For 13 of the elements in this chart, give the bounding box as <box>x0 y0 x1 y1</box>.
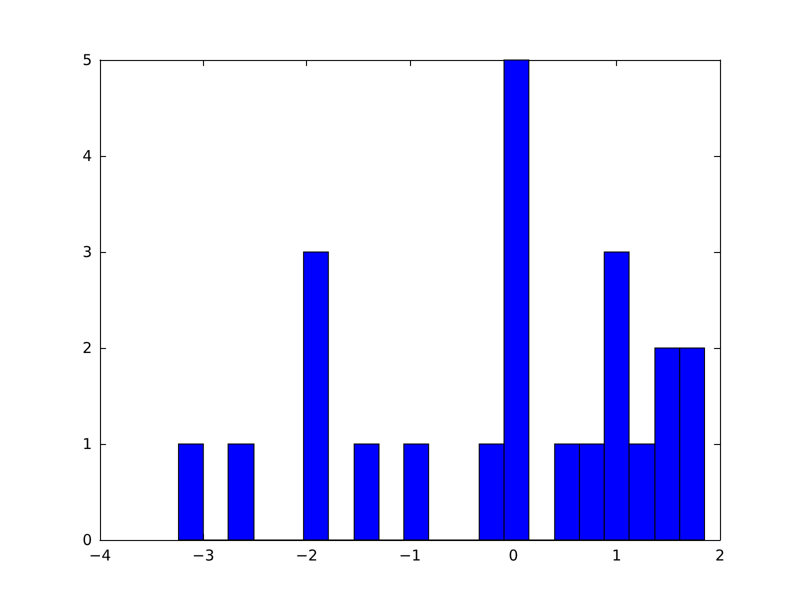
x-tick-label: −4 <box>88 546 112 564</box>
y-tick-label: 4 <box>82 147 92 165</box>
y-tick-label: 1 <box>82 435 92 453</box>
x-tick-label: 1 <box>612 546 622 564</box>
x-tick-label: −2 <box>296 546 318 564</box>
x-tick-label: −1 <box>398 546 422 564</box>
y-tick-label: 3 <box>82 243 92 261</box>
y-tick-label: 2 <box>82 339 92 357</box>
y-tick-label: 5 <box>82 51 92 69</box>
x-tick-label: −3 <box>192 546 214 564</box>
x-tick-label: 0 <box>508 546 518 564</box>
x-tick-label: 2 <box>715 546 725 564</box>
y-tick-label: 0 <box>82 531 92 549</box>
